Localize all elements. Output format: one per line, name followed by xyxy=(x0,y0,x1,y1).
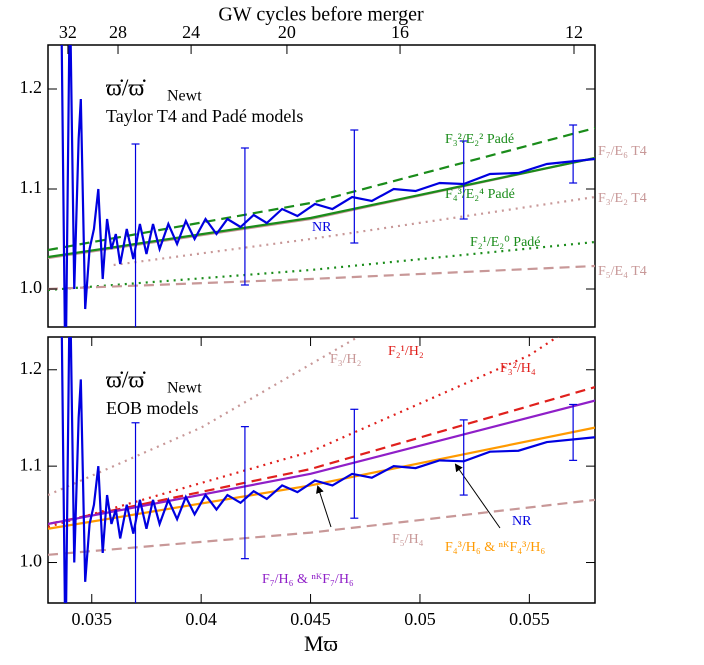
plot-area xyxy=(48,45,595,327)
y-tick-label: 1.0 xyxy=(20,277,43,297)
series-line xyxy=(48,337,560,528)
plot-area xyxy=(48,337,595,603)
x-tick-label: 0.04 xyxy=(185,609,217,629)
series-line xyxy=(60,45,595,327)
panel-symbol-sub: Newt xyxy=(167,88,202,105)
top-tick-label: 12 xyxy=(565,22,583,42)
series-label: NR xyxy=(512,514,532,529)
series-label: F₅/H₄ xyxy=(392,532,424,547)
series-label: F₂¹/H₂ xyxy=(388,344,424,359)
y-tick-label: 1.1 xyxy=(20,454,43,474)
panel-label: EOB models xyxy=(106,398,199,418)
series-label: F₂¹/E₂⁰ Padé xyxy=(470,235,541,250)
series-label: F₃/H₂ xyxy=(330,352,362,367)
y-tick-label: 1.1 xyxy=(20,177,43,197)
top-tick-label: 24 xyxy=(182,22,200,42)
series-label: F₃/E₂ T4 xyxy=(598,191,647,206)
top-tick-label: 16 xyxy=(391,22,409,42)
series-label: F₇/H₆ & ⁿᴷF₇/H₆ xyxy=(262,572,354,587)
series-label: F₄³/H₆ & ⁿᴷF₄³/H₆ xyxy=(445,540,545,555)
y-tick-label: 1.0 xyxy=(20,551,43,571)
series-label: F₃²/E₂² Padé xyxy=(445,132,514,147)
series-label: NR xyxy=(312,220,332,235)
x-tick-label: 0.05 xyxy=(404,609,436,629)
panel-label: Taylor T4 and Padé models xyxy=(106,106,303,126)
series-label: F₃²/H₄ xyxy=(500,361,536,376)
y-tick-label: 1.2 xyxy=(20,358,43,378)
top-tick-label: 32 xyxy=(59,22,77,42)
series-line xyxy=(48,399,595,526)
x-tick-label: 0.035 xyxy=(72,609,113,629)
x-tick-label: 0.055 xyxy=(509,609,550,629)
series-label: F₅/E₄ T4 xyxy=(598,264,647,279)
top-tick-label: 28 xyxy=(109,22,127,42)
plot-frame xyxy=(47,336,596,604)
top-axis-title: GW cycles before merger xyxy=(218,4,424,26)
series-label: F₇/E₆ T4 xyxy=(598,144,647,159)
x-axis-title: Mϖ xyxy=(304,631,338,656)
x-tick-label: 0.045 xyxy=(290,609,331,629)
panel-symbol: ϖ̇/ϖ̇ xyxy=(106,76,146,102)
panel-symbol: ϖ̇/ϖ̇ xyxy=(106,368,146,394)
plot-frame xyxy=(47,44,596,328)
series-label: F₄³/E₂⁴ Padé xyxy=(445,187,515,202)
arrow xyxy=(316,485,332,528)
arrow xyxy=(454,463,501,529)
y-tick-label: 1.2 xyxy=(20,77,43,97)
top-tick-label: 20 xyxy=(278,22,296,42)
series-line xyxy=(60,337,595,603)
panel-symbol-sub: Newt xyxy=(167,380,202,397)
series-line xyxy=(48,337,361,497)
